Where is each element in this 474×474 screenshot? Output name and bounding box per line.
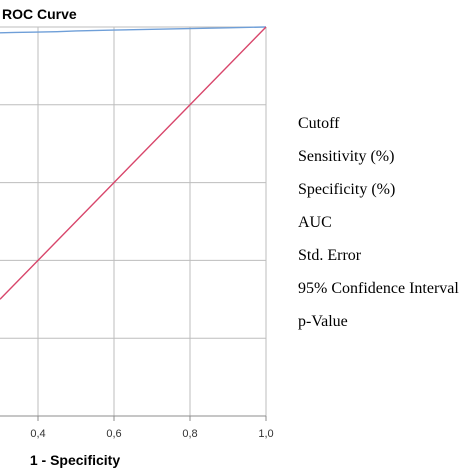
chart-series (0, 27, 266, 299)
x-tick-label-3: 1,0 (258, 428, 273, 440)
stats-row-label: p-Value (298, 312, 459, 345)
chart-grid (0, 27, 266, 421)
statistics-table: Cutoff Sensitivity (%) Specificity (%) AUC S… (298, 114, 459, 345)
x-axis-label: 1 - Specificity (30, 452, 120, 468)
x-tick-labels: 0,4 0,6 0,8 1,0 (30, 428, 273, 440)
series-line-1 (0, 27, 266, 299)
x-tick-label-0: 0,4 (30, 428, 45, 440)
series-line-0 (0, 27, 266, 33)
stats-row-label: Std. Error (298, 246, 459, 279)
stats-row-label: Sensitivity (%) (298, 147, 459, 180)
stats-row-label: Specificity (%) (298, 180, 459, 213)
chart-title: ROC Curve (2, 6, 77, 22)
stats-row-label: Cutoff (298, 114, 459, 147)
stats-row-label: AUC (298, 213, 459, 246)
x-tick-label-2: 0,8 (182, 428, 197, 440)
x-tick-label-1: 0,6 (106, 428, 121, 440)
stats-row-label: 95% Confidence Interval (298, 279, 459, 312)
